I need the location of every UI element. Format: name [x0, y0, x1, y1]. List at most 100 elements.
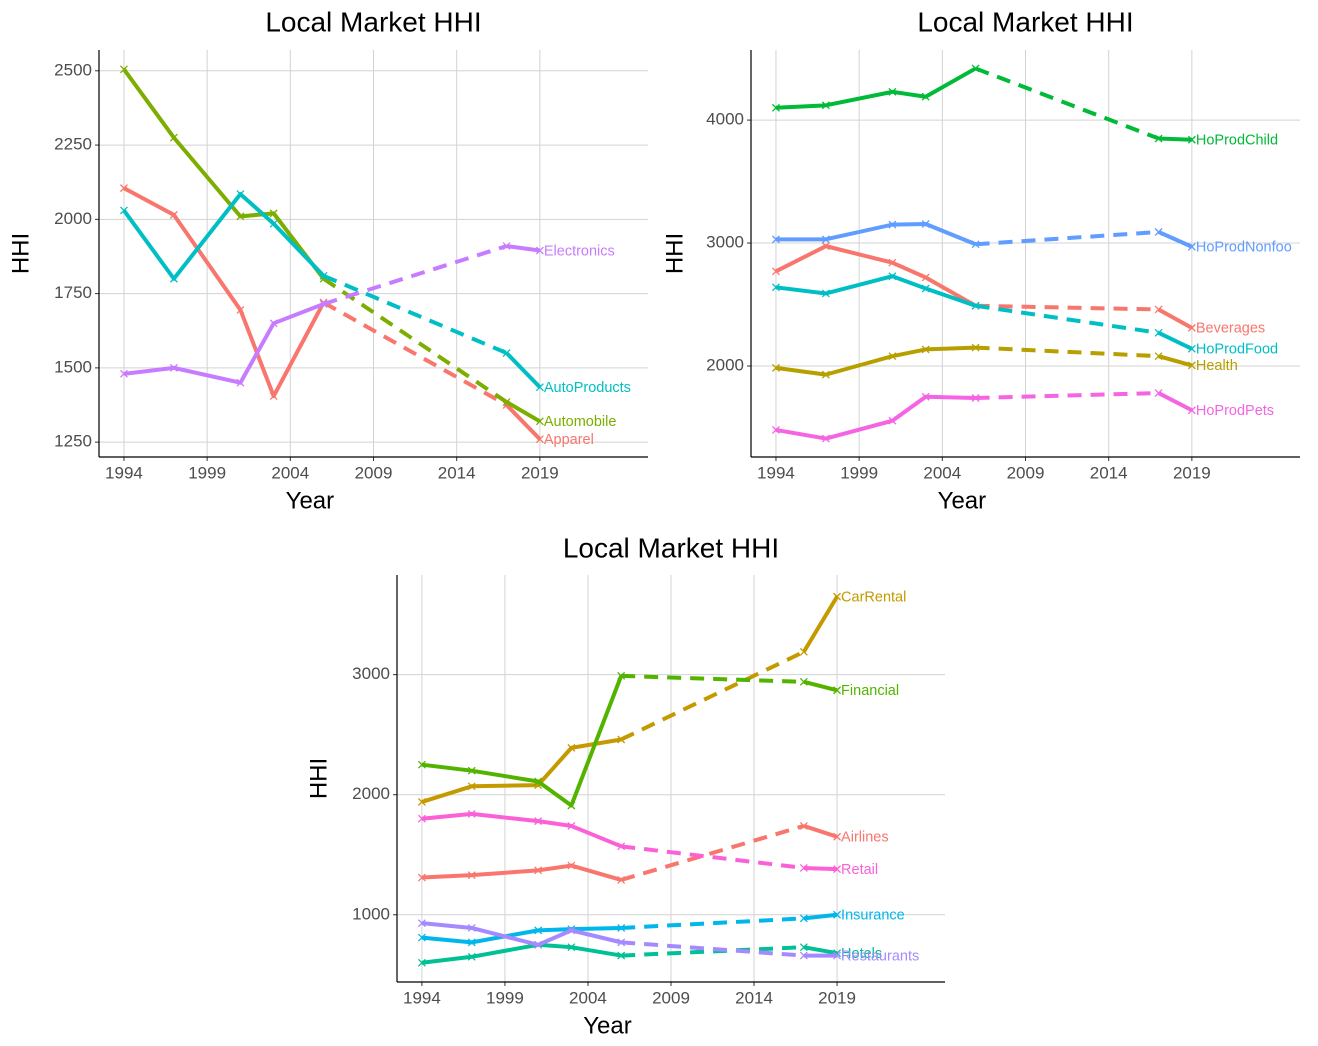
point-marker [534, 866, 543, 875]
series-line [975, 345, 1159, 359]
series-line [1157, 391, 1193, 413]
series-line [421, 942, 622, 965]
point-marker [833, 686, 842, 695]
point-marker [467, 938, 476, 947]
y-tick-label: 3000 [352, 664, 390, 683]
point-marker [617, 924, 626, 932]
point-marker [169, 274, 178, 283]
x-tick-label: 2019 [1173, 463, 1211, 482]
x-tick-label: 1994 [757, 463, 795, 482]
series-line [123, 302, 325, 385]
point-marker [417, 873, 426, 882]
point-marker [971, 301, 980, 310]
point-marker [269, 319, 278, 328]
point-marker [771, 283, 780, 292]
point-marker [567, 801, 576, 810]
series-line [1157, 230, 1193, 249]
x-tick-label: 2019 [818, 988, 856, 1007]
series-line [421, 863, 622, 882]
point-marker [169, 210, 178, 219]
chart-title: Local Market HHI [917, 6, 1133, 37]
point-marker [269, 209, 278, 218]
x-tick-label: 1999 [486, 988, 524, 1007]
x-tick-label: 1994 [403, 988, 441, 1007]
series-line [322, 244, 508, 306]
point-marker [567, 743, 576, 752]
point-marker [921, 220, 930, 228]
y-tick-label: 1500 [54, 357, 92, 376]
x-tick-label: 2014 [1090, 463, 1128, 482]
y-tick-label: 3000 [706, 233, 744, 252]
point-marker [888, 272, 897, 281]
point-marker [771, 425, 780, 434]
point-marker [467, 766, 476, 775]
point-marker [1154, 134, 1163, 143]
series-line [621, 945, 804, 958]
series-line [803, 945, 838, 956]
point-marker [888, 258, 897, 267]
series-line [1157, 331, 1193, 351]
point-marker [833, 592, 842, 601]
point-marker [467, 871, 476, 880]
series-label: HoProdFood [1196, 342, 1278, 358]
point-marker [888, 416, 897, 425]
point-marker [417, 814, 426, 823]
point-marker [921, 92, 930, 101]
series-line [775, 394, 976, 441]
point-marker [567, 821, 576, 830]
point-marker [535, 246, 544, 255]
point-marker [535, 417, 544, 426]
point-marker [567, 943, 576, 952]
y-tick-label: 2250 [54, 135, 92, 154]
series-line [974, 66, 1160, 141]
series-line [621, 940, 804, 958]
point-marker [119, 206, 128, 215]
point-marker [236, 305, 245, 314]
series-line [505, 403, 542, 441]
point-marker [771, 267, 780, 276]
point-marker [921, 284, 930, 293]
series-label: Retail [841, 862, 878, 878]
series-line [803, 679, 838, 693]
point-marker [535, 435, 544, 444]
series-line [322, 277, 508, 404]
point-marker [888, 87, 897, 96]
point-marker [771, 363, 780, 372]
x-axis-label: Year [286, 487, 335, 514]
point-marker [617, 735, 626, 744]
point-marker [534, 777, 543, 786]
series-line [620, 650, 805, 742]
series-label: HoProdChild [1196, 133, 1278, 149]
point-marker [971, 343, 980, 352]
y-tick-label: 1750 [54, 283, 92, 302]
point-marker [833, 865, 842, 874]
point-marker [236, 212, 245, 221]
point-marker [169, 133, 178, 142]
series-line [322, 273, 508, 355]
series-line [322, 300, 508, 407]
point-marker [799, 821, 808, 830]
series-line [975, 391, 1159, 400]
point-marker [771, 103, 780, 112]
point-marker [417, 760, 426, 769]
series-line [802, 595, 839, 653]
series-label: CarRental [841, 589, 906, 605]
series-line [621, 916, 804, 930]
point-marker [269, 219, 278, 228]
point-marker [1154, 305, 1163, 314]
point-marker [799, 863, 808, 872]
point-marker [1154, 352, 1163, 361]
y-axis-label: HHI [661, 233, 688, 274]
point-marker [1187, 135, 1196, 144]
series-label: Restaurants [841, 948, 919, 964]
point-marker [1154, 389, 1163, 398]
point-marker [417, 933, 426, 942]
x-tick-label: 1999 [188, 463, 226, 482]
point-marker [821, 434, 830, 443]
chart-title: Local Market HHI [265, 6, 481, 37]
y-axis-label: HHI [7, 233, 34, 274]
point-marker [833, 832, 842, 841]
x-tick-label: 2004 [271, 463, 309, 482]
point-marker [417, 919, 426, 928]
point-marker [771, 235, 780, 244]
